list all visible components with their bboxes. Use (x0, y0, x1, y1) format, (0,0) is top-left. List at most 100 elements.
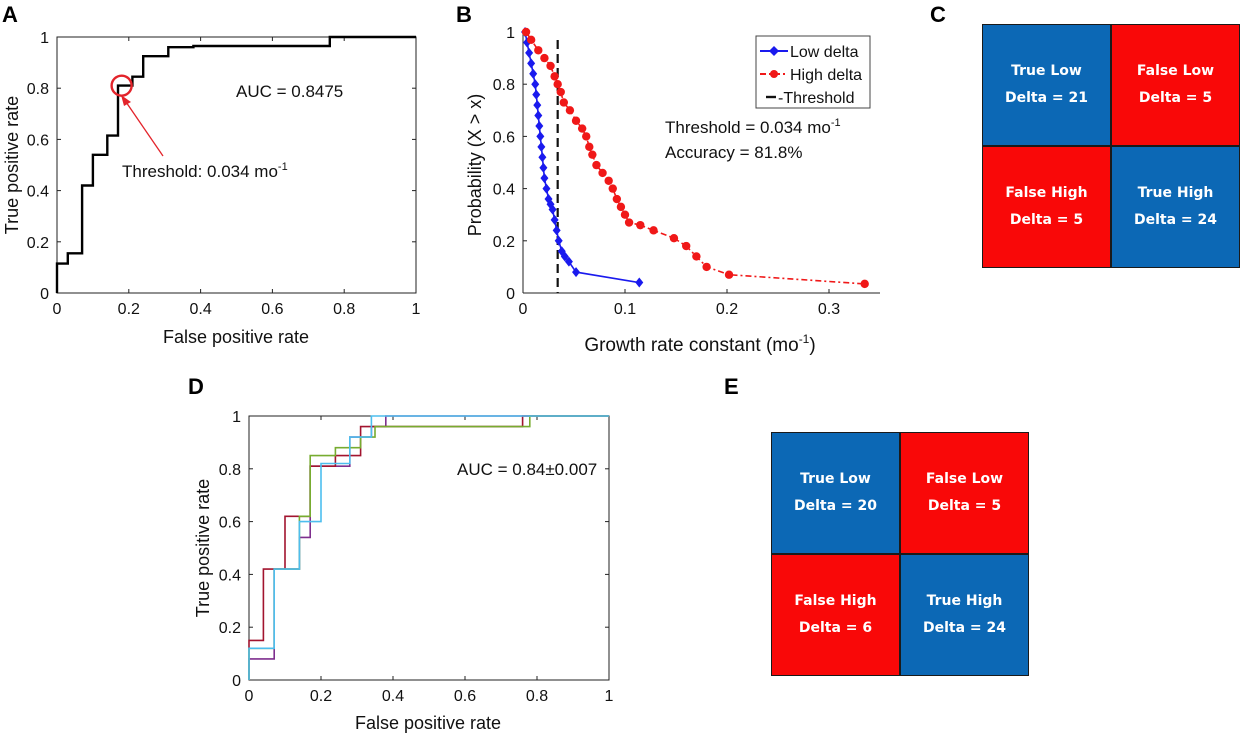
chart-d-run-1-line (248, 415, 609, 680)
chart-b-point-low (550, 214, 559, 225)
chart-b-point-low (560, 251, 569, 262)
chart-a-ytick-label: 0.2 (27, 235, 49, 252)
chart-b-ytick-label: 0.6 (493, 129, 515, 146)
chart-b-point-low (532, 89, 541, 100)
chart-d-run-4-line (248, 415, 609, 680)
chart-d-xlabel: False positive rate (355, 713, 501, 733)
chart-b-point-high (598, 168, 607, 178)
chart-b-point-low (540, 173, 549, 184)
cm-e-false-high: False High Delta = 6 (772, 555, 899, 675)
chart-a-xtick-label: 0.2 (118, 301, 140, 318)
chart-b-point-low (564, 256, 573, 267)
chart-b-point-high (612, 194, 622, 204)
chart-b-point-low (539, 162, 548, 173)
chart-d-xtick-label: 0.4 (382, 688, 404, 705)
chart-d-xtick-label: 0 (245, 688, 254, 705)
chart-b-point-high (649, 226, 658, 235)
chart-a-ytick-label: 0 (40, 286, 49, 303)
chart-b-point-high (585, 142, 594, 152)
chart-b-xtick-label: 0 (519, 301, 528, 318)
cm-e-true-low: True Low Delta = 20 (772, 433, 899, 553)
chart-a-xlabel: False positive rate (163, 327, 309, 347)
chart-d-ylabel: True positive rate (193, 479, 213, 617)
chart-d-run-2-line (248, 415, 609, 680)
cm-e-true-high-label: True High (926, 593, 1003, 609)
chart-b-xtick-label: 0.1 (614, 301, 636, 318)
chart-b-point-low (538, 152, 547, 163)
chart-a-roc-line (55, 35, 416, 293)
chart-b-point-high (592, 160, 601, 170)
chart-a-ylabel: True positive rate (2, 96, 22, 234)
chart-b-point-high (669, 233, 679, 243)
chart-b-ytick-label: 0.8 (493, 77, 515, 94)
chart-a-threshold-label: Threshold: 0.034 mo-1 (122, 161, 288, 181)
chart-b-point-high (624, 218, 634, 227)
cm-c-false-low-label: False Low (1136, 63, 1215, 79)
chart-a-xtick-label: 0.6 (261, 301, 283, 318)
chart-b-xlabel: Growth rate constant (mo-1) (584, 332, 815, 356)
chart-b-legend: Low delta High delta -Threshold (755, 35, 871, 109)
chart-b-point-high (546, 61, 555, 71)
chart-b-point-low (534, 110, 543, 121)
chart-b-point-high (521, 27, 531, 37)
chart-b-ytick-label: 0 (506, 286, 515, 303)
chart-b-legend-low-marker (769, 46, 779, 56)
chart-b-point-low (525, 47, 534, 58)
chart-a-xtick-label: 0.4 (189, 301, 211, 318)
confusion-matrix-c: True Low Delta = 21 False Low Delta = 5 Fa… (982, 24, 1240, 268)
chart-b-point-high (692, 252, 701, 261)
cm-c-false-high-value: Delta = 5 (1009, 212, 1084, 228)
chart-a-ytick-label: 0.8 (27, 81, 49, 98)
chart-d-ytick-label: 0.6 (219, 515, 241, 532)
cm-c-true-low-label: True Low (1011, 63, 1082, 79)
chart-a-frame (56, 36, 417, 294)
chart-b-point-high (682, 241, 691, 251)
chart-b-point-high (571, 116, 581, 125)
chart-a-xtick-label: 1 (412, 301, 421, 318)
chart-b-xtick-label: 0.3 (818, 301, 840, 318)
chart-b-point-high (616, 202, 626, 212)
chart-a-roc: 0 0.2 0.4 0.6 0.8 1 0 0.2 0.4 0.6 0.8 1 AUC = 0.847… (2, 30, 421, 347)
chart-b-point-low (537, 141, 546, 152)
chart-a-xtick-label: 0.8 (333, 301, 355, 318)
chart-b-point-low (548, 204, 557, 215)
chart-d-ytick-label: 0.2 (219, 620, 241, 637)
chart-b-ylabel: Probability (X > x) (465, 94, 485, 237)
chart-b-point-high (540, 53, 549, 63)
chart-b-point-low (542, 183, 551, 194)
chart-d-xtick-label: 0.8 (526, 688, 548, 705)
cm-c-true-high-label: True High (1137, 185, 1214, 201)
cm-e-false-low-label: False Low (925, 471, 1004, 487)
chart-d-ytick-label: 1 (232, 409, 241, 426)
chart-b-accuracy-annotation: Accuracy = 81.8% (665, 143, 803, 162)
chart-d-roc-runs: 0 0.2 0.4 0.6 0.8 1 0 0.2 0.4 0.6 0.8 1 AUC = 0.84±… (193, 409, 614, 733)
confusion-matrix-e: True Low Delta = 20 False Low Delta = 5 Fa… (771, 432, 1029, 676)
chart-b-threshold-annotation: Threshold = 0.034 mo-1 (665, 117, 841, 137)
cm-c-false-low-value: Delta = 5 (1138, 90, 1213, 106)
chart-b-point-high (620, 210, 630, 219)
chart-b-point-high (550, 72, 559, 81)
chart-b-point-high (577, 124, 587, 133)
chart-b-point-high (588, 150, 597, 159)
chart-a-ytick-label: 0.4 (27, 184, 49, 201)
chart-d-frame (248, 415, 610, 681)
chart-d-xtick-label: 0.2 (310, 688, 332, 705)
cm-e-false-high-label: False High (794, 593, 877, 609)
chart-d-ytick-label: 0.8 (219, 462, 241, 479)
cm-c-false-high-label: False High (1005, 185, 1088, 201)
cm-e-true-high: True High Delta = 24 (901, 555, 1028, 675)
panel-label-b: B (456, 2, 472, 27)
chart-b-point-low (552, 225, 561, 236)
chart-d-xtick-label: 1 (605, 688, 614, 705)
chart-b-point-high (582, 132, 591, 141)
chart-b-ytick-label: 0.2 (493, 234, 515, 251)
chart-b-point-low (531, 79, 540, 90)
chart-b-xtick-label: 0.2 (716, 301, 738, 318)
chart-d-ytick-label: 0 (232, 673, 241, 690)
chart-a-ytick-label: 0.6 (27, 132, 49, 149)
chart-a-ytick-label: 1 (40, 30, 49, 47)
chart-b-point-low (536, 131, 545, 142)
cm-e-false-high-value: Delta = 6 (798, 620, 873, 636)
chart-b-point-high (565, 106, 575, 115)
